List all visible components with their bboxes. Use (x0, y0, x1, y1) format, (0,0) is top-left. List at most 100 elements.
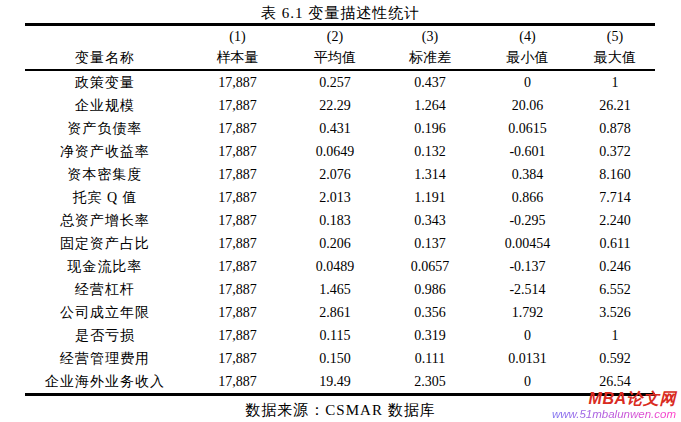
cell-sample-size: 17,887 (185, 209, 290, 232)
header-min: 最小值 (480, 47, 575, 70)
cell-min: 0.384 (480, 163, 575, 186)
cell-sample-size: 17,887 (185, 94, 290, 117)
header-variable-name: 变量名称 (25, 47, 185, 70)
cell-max: 0.246 (575, 255, 655, 278)
cell-min: 0 (480, 70, 575, 94)
cell-mean: 19.49 (290, 370, 380, 395)
cell-std-dev: 0.319 (380, 324, 480, 347)
cell-sample-size: 17,887 (185, 70, 290, 94)
cell-variable-name: 资本密集度 (25, 163, 185, 186)
cell-variable-name: 企业规模 (25, 94, 185, 117)
table-row: 经营管理费用 17,887 0.150 0.111 0.0131 0.592 (25, 347, 655, 370)
cell-max: 7.714 (575, 186, 655, 209)
cell-max: 0.878 (575, 117, 655, 140)
watermark: MBA论文网 www.51mbalunwen.com (552, 391, 676, 421)
table-caption: 表 6.1 变量描述性统计 (0, 0, 681, 23)
cell-min: -2.514 (480, 278, 575, 301)
cell-min: 1.792 (480, 301, 575, 324)
header-number-2: (2) (290, 25, 380, 48)
cell-sample-size: 17,887 (185, 255, 290, 278)
cell-sample-size: 17,887 (185, 232, 290, 255)
cell-sample-size: 17,887 (185, 140, 290, 163)
cell-max: 3.526 (575, 301, 655, 324)
watermark-site-name: MBA论文网 (552, 391, 676, 407)
cell-min: 0.00454 (480, 232, 575, 255)
cell-min: 0.0615 (480, 117, 575, 140)
cell-min: -0.137 (480, 255, 575, 278)
cell-variable-name: 经营管理费用 (25, 347, 185, 370)
cell-variable-name: 总资产增长率 (25, 209, 185, 232)
header-sample-size: 样本量 (185, 47, 290, 70)
cell-mean: 0.0649 (290, 140, 380, 163)
header-labels-row: 变量名称 样本量 平均值 标准差 最小值 最大值 (25, 47, 655, 70)
cell-max: 6.552 (575, 278, 655, 301)
table-row: 托宾 Q 值 17,887 2.013 1.191 0.866 7.714 (25, 186, 655, 209)
cell-mean: 2.013 (290, 186, 380, 209)
table-row: 政策变量 17,887 0.257 0.437 0 1 (25, 70, 655, 94)
header-max: 最大值 (575, 47, 655, 70)
cell-sample-size: 17,887 (185, 163, 290, 186)
header-number-3: (3) (380, 25, 480, 48)
cell-max: 1 (575, 70, 655, 94)
table-row: 资产负债率 17,887 0.431 0.196 0.0615 0.878 (25, 117, 655, 140)
cell-variable-name: 公司成立年限 (25, 301, 185, 324)
cell-std-dev: 0.132 (380, 140, 480, 163)
watermark-url: www.51mbalunwen.com (552, 409, 676, 421)
cell-sample-size: 17,887 (185, 301, 290, 324)
cell-sample-size: 17,887 (185, 278, 290, 301)
cell-min: 0.866 (480, 186, 575, 209)
cell-variable-name: 现金流比率 (25, 255, 185, 278)
cell-std-dev: 0.986 (380, 278, 480, 301)
cell-mean: 0.0489 (290, 255, 380, 278)
cell-variable-name: 资产负债率 (25, 117, 185, 140)
cell-mean: 0.206 (290, 232, 380, 255)
table-row: 公司成立年限 17,887 2.861 0.356 1.792 3.526 (25, 301, 655, 324)
table-row: 固定资产占比 17,887 0.206 0.137 0.00454 0.611 (25, 232, 655, 255)
table-row: 现金流比率 17,887 0.0489 0.0657 -0.137 0.246 (25, 255, 655, 278)
cell-min: -0.295 (480, 209, 575, 232)
cell-variable-name: 企业海外业务收入 (25, 370, 185, 395)
cell-variable-name: 政策变量 (25, 70, 185, 94)
cell-mean: 0.115 (290, 324, 380, 347)
cell-max: 1 (575, 324, 655, 347)
cell-variable-name: 固定资产占比 (25, 232, 185, 255)
cell-std-dev: 1.314 (380, 163, 480, 186)
cell-std-dev: 0.437 (380, 70, 480, 94)
cell-sample-size: 17,887 (185, 117, 290, 140)
cell-sample-size: 17,887 (185, 186, 290, 209)
header-number-5: (5) (575, 25, 655, 48)
cell-std-dev: 0.111 (380, 347, 480, 370)
cell-mean: 22.29 (290, 94, 380, 117)
cell-mean: 0.431 (290, 117, 380, 140)
header-number-1: (1) (185, 25, 290, 48)
cell-std-dev: 0.137 (380, 232, 480, 255)
cell-mean: 0.257 (290, 70, 380, 94)
document-page: 表 6.1 变量描述性统计 (1) (2) (3) (4) (5) 变量名称 样… (0, 0, 681, 422)
table-row: 资本密集度 17,887 2.076 1.314 0.384 8.160 (25, 163, 655, 186)
cell-max: 8.160 (575, 163, 655, 186)
header-std-dev: 标准差 (380, 47, 480, 70)
cell-min: 20.06 (480, 94, 575, 117)
cell-std-dev: 0.0657 (380, 255, 480, 278)
cell-variable-name: 是否亏损 (25, 324, 185, 347)
header-number-blank (25, 25, 185, 48)
cell-variable-name: 经营杠杆 (25, 278, 185, 301)
cell-max: 0.611 (575, 232, 655, 255)
cell-std-dev: 2.305 (380, 370, 480, 395)
table-row: 企业规模 17,887 22.29 1.264 20.06 26.21 (25, 94, 655, 117)
cell-mean: 1.465 (290, 278, 380, 301)
cell-min: -0.601 (480, 140, 575, 163)
table-row: 净资产收益率 17,887 0.0649 0.132 -0.601 0.372 (25, 140, 655, 163)
header-number-4: (4) (480, 25, 575, 48)
cell-std-dev: 1.264 (380, 94, 480, 117)
table-row: 经营杠杆 17,887 1.465 0.986 -2.514 6.552 (25, 278, 655, 301)
table-row: 是否亏损 17,887 0.115 0.319 0 1 (25, 324, 655, 347)
table-row: 总资产增长率 17,887 0.183 0.343 -0.295 2.240 (25, 209, 655, 232)
cell-sample-size: 17,887 (185, 324, 290, 347)
cell-std-dev: 0.356 (380, 301, 480, 324)
cell-min: 0.0131 (480, 347, 575, 370)
cell-max: 0.592 (575, 347, 655, 370)
cell-min: 0 (480, 324, 575, 347)
cell-sample-size: 17,887 (185, 347, 290, 370)
header-mean: 平均值 (290, 47, 380, 70)
